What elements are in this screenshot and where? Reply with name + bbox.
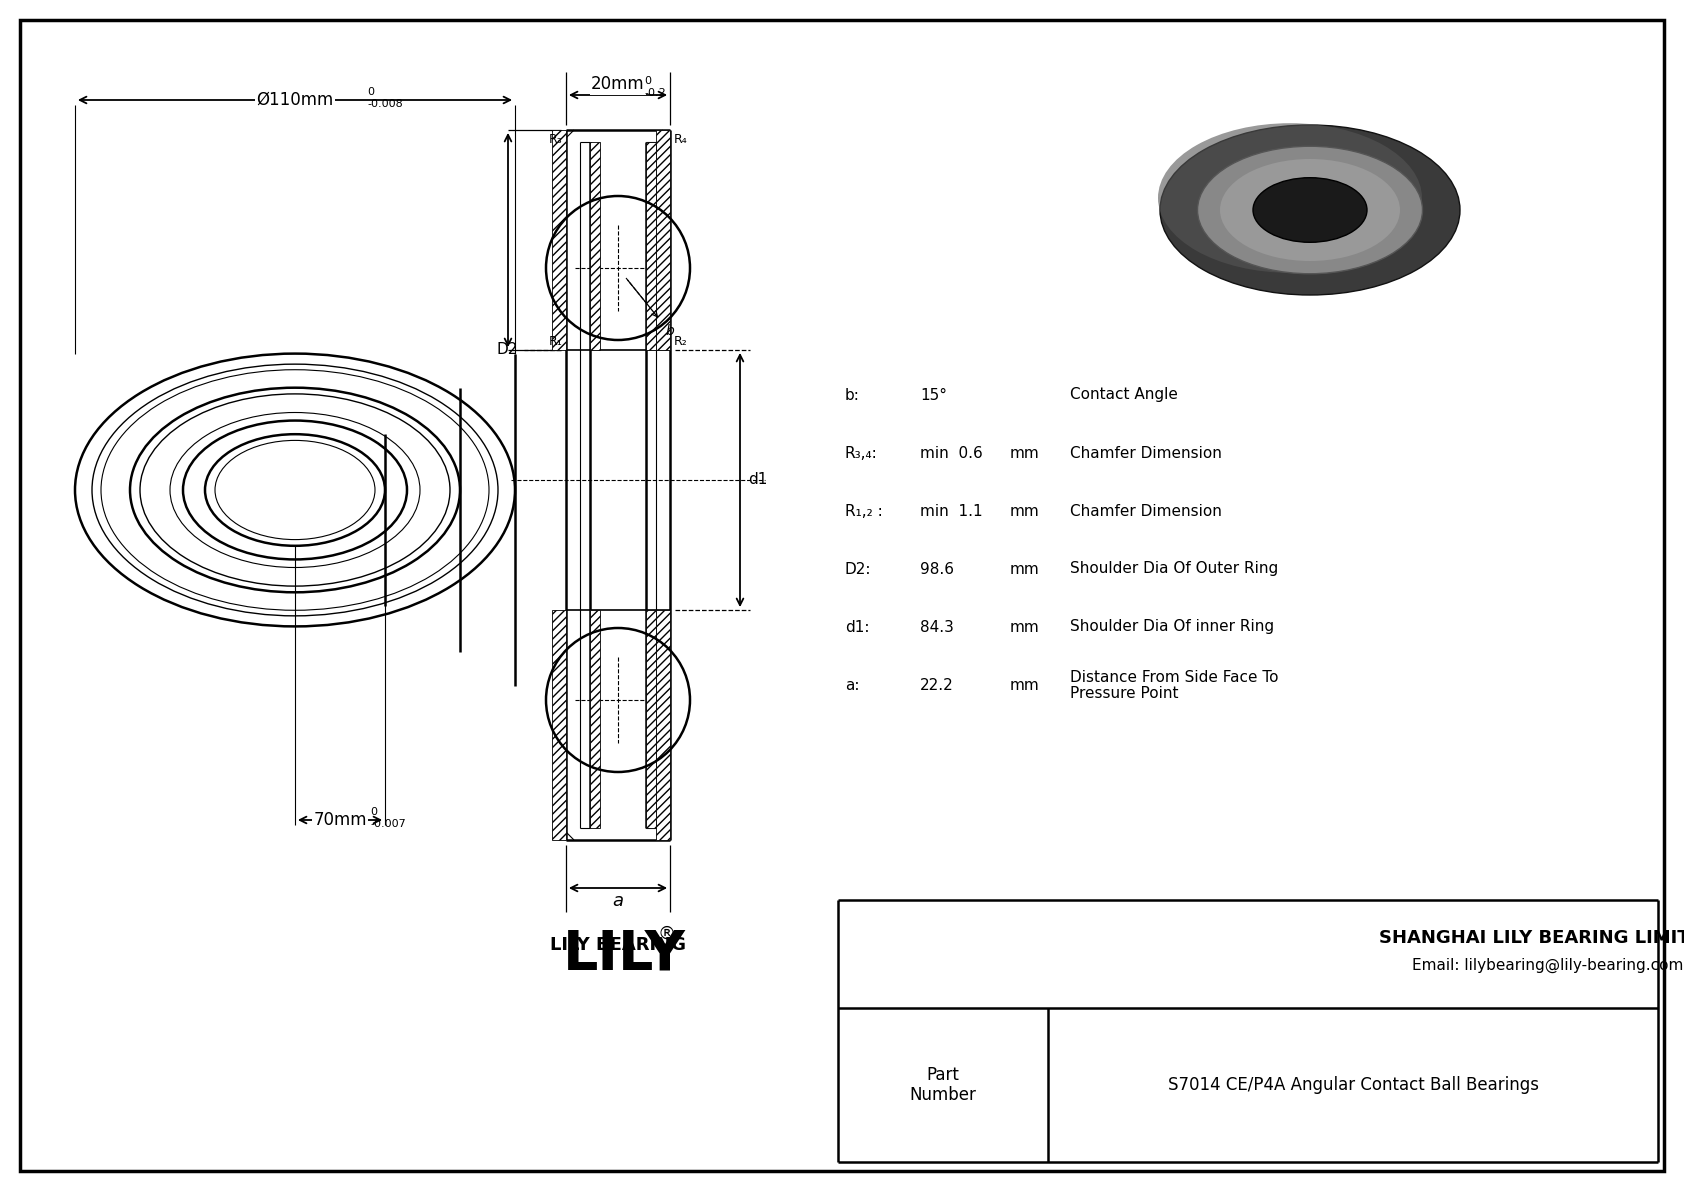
Text: mm: mm [1010,619,1039,635]
Text: S7014 CE/P4A Angular Contact Ball Bearings: S7014 CE/P4A Angular Contact Ball Bearin… [1167,1075,1539,1095]
Bar [657,130,670,350]
Text: mm: mm [1010,561,1039,576]
Text: 0: 0 [370,807,377,817]
Text: Distance From Side Face To: Distance From Side Face To [1069,671,1278,686]
Text: Shoulder Dia Of Outer Ring: Shoulder Dia Of Outer Ring [1069,561,1278,576]
Text: LILY: LILY [562,927,685,981]
Text: 20mm: 20mm [591,75,645,93]
Text: Pressure Point: Pressure Point [1069,686,1179,701]
Text: R₁,₂ :: R₁,₂ : [845,504,882,518]
Ellipse shape [1160,125,1460,295]
Text: a: a [613,892,623,910]
Text: R₃: R₃ [549,133,562,146]
Text: -0.2: -0.2 [643,88,665,98]
Bar [647,142,657,350]
Text: Part
Number: Part Number [909,1066,977,1104]
Text: 15°: 15° [919,387,946,403]
Bar [552,610,566,840]
Text: d1: d1 [748,473,768,487]
Text: Chamfer Dimension: Chamfer Dimension [1069,504,1223,518]
Text: min  0.6: min 0.6 [919,445,983,461]
Text: mm: mm [1010,678,1039,692]
Text: mm: mm [1010,504,1039,518]
Text: 0: 0 [643,76,652,86]
Text: 22.2: 22.2 [919,678,953,692]
Text: min  1.1: min 1.1 [919,504,983,518]
Text: mm: mm [1010,445,1039,461]
Text: D2: D2 [497,343,519,357]
Text: D2:: D2: [845,561,872,576]
Bar [657,610,670,840]
Ellipse shape [1253,177,1367,242]
Text: -0.007: -0.007 [370,819,406,829]
Text: R₄: R₄ [674,133,687,146]
Text: -0.008: -0.008 [367,99,402,110]
Bar [589,142,600,350]
Text: LILY BEARING: LILY BEARING [551,936,685,954]
Text: R₃,₄:: R₃,₄: [845,445,877,461]
Ellipse shape [1219,160,1399,261]
Text: b:: b: [845,387,861,403]
Text: Email: lilybearing@lily-bearing.com: Email: lilybearing@lily-bearing.com [1411,958,1684,973]
Text: 0: 0 [367,87,374,96]
Text: Chamfer Dimension: Chamfer Dimension [1069,445,1223,461]
Text: b: b [665,324,675,338]
Text: Contact Angle: Contact Angle [1069,387,1177,403]
Ellipse shape [1197,146,1423,274]
Ellipse shape [1159,123,1421,273]
Text: Shoulder Dia Of inner Ring: Shoulder Dia Of inner Ring [1069,619,1275,635]
Text: R₁: R₁ [549,335,562,348]
Text: Ø110mm: Ø110mm [256,91,333,110]
Text: 98.6: 98.6 [919,561,955,576]
Text: a:: a: [845,678,859,692]
Text: R₂: R₂ [674,335,687,348]
Text: d1:: d1: [845,619,869,635]
Text: 70mm: 70mm [313,811,367,829]
Text: 84.3: 84.3 [919,619,953,635]
Text: SHANGHAI LILY BEARING LIMITED: SHANGHAI LILY BEARING LIMITED [1379,929,1684,947]
Bar [552,130,566,350]
Bar [647,610,657,828]
Text: ®: ® [657,925,675,943]
Bar [589,610,600,828]
